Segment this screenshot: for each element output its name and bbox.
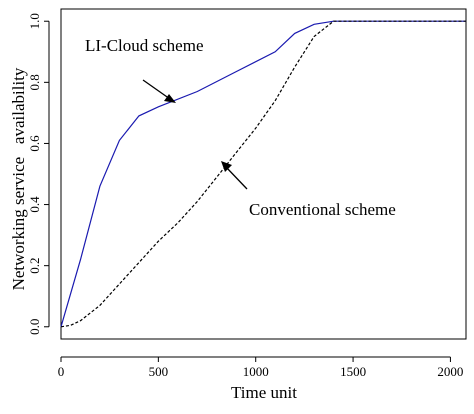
y-tick-label: 1.0 [27,13,42,29]
y-tick-label: 0.8 [27,74,42,90]
annotation-conventional: Conventional scheme [249,200,396,219]
x-tick-label: 1000 [243,364,269,379]
x-tick-label: 0 [58,364,65,379]
y-tick-label: 0.4 [27,196,42,213]
y-tick-label: 0.2 [27,258,42,274]
series-layer [60,20,466,328]
y-tick-label: 0.0 [27,319,42,335]
annotation-li-cloud: LI-Cloud scheme [85,36,204,55]
x-axis: 0 500 1000 1500 2000 [58,356,463,379]
y-axis: 0.0 0.2 0.4 0.6 0.8 1.0 [27,13,50,335]
arrow-li-cloud [142,79,176,103]
series-line-conventional [60,20,466,328]
y-tick-label: 0.6 [27,135,42,152]
x-tick-label: 500 [149,364,169,379]
x-tick-label: 1500 [340,364,366,379]
arrow-conventional [221,161,248,190]
y-axis-title: Networking service availability [9,67,28,290]
series-line-li-cloud [60,20,466,327]
plot-area-frame [60,8,467,340]
x-axis-title: Time unit [231,383,297,402]
x-tick-label: 2000 [437,364,463,379]
